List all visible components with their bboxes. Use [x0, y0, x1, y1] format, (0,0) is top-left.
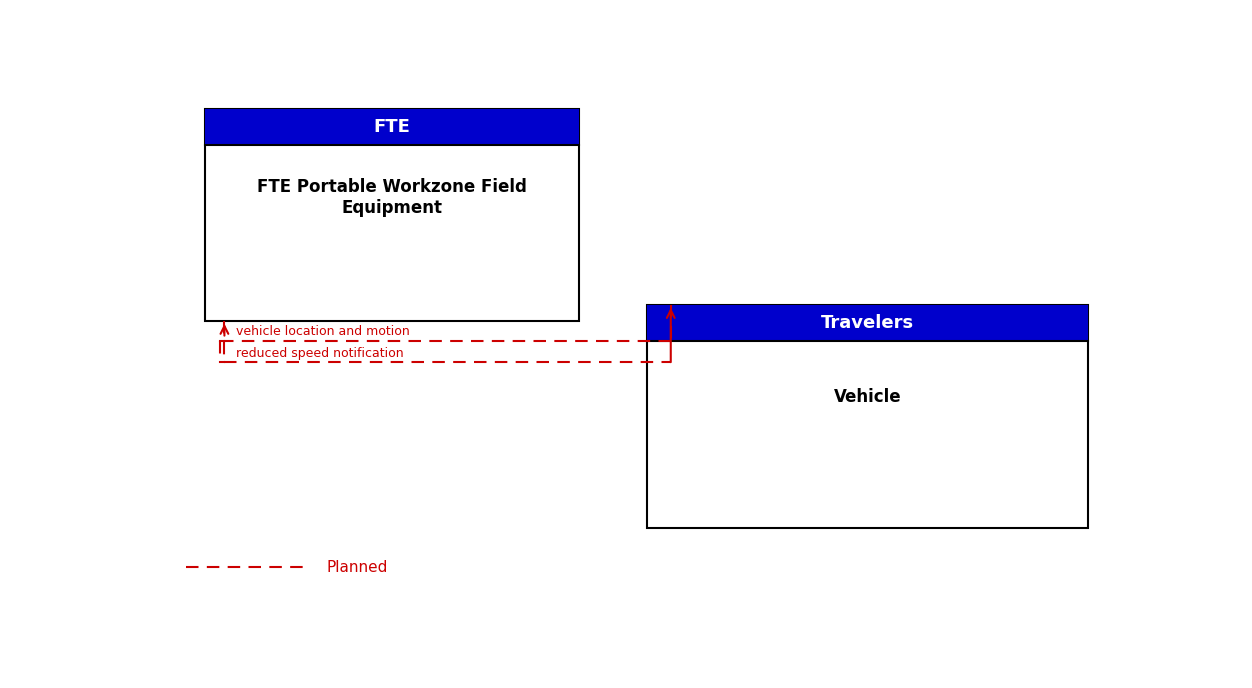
Bar	[646, 305, 1088, 341]
Bar	[205, 109, 578, 145]
Text: FTE: FTE	[373, 118, 411, 136]
Bar	[205, 109, 578, 321]
Text: Travelers: Travelers	[820, 314, 914, 332]
Text: vehicle location and motion: vehicle location and motion	[237, 325, 409, 338]
Text: reduced speed notification: reduced speed notification	[237, 347, 403, 360]
Bar	[646, 305, 1088, 528]
Text: Planned: Planned	[327, 560, 388, 574]
Text: Vehicle: Vehicle	[834, 388, 901, 406]
Text: FTE Portable Workzone Field
Equipment: FTE Portable Workzone Field Equipment	[257, 178, 527, 217]
